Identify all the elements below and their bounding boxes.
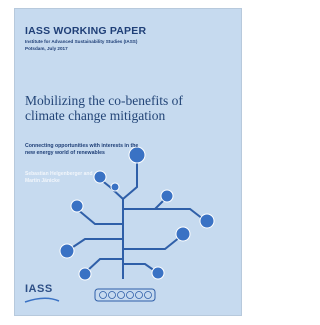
tree-illustration — [15, 9, 243, 317]
logo: IASS — [25, 283, 53, 295]
page: {"header": {"series": "IASS WORKING PAPE… — [0, 0, 256, 325]
institute: Institute for Advanced Sustainability St… — [25, 39, 137, 44]
authors: Sebastian Helgenberger and Martin Jänick… — [25, 171, 95, 184]
title: Mobilizing the co-benefits of climate ch… — [25, 93, 193, 123]
series-label: IASS WORKING PAPER — [25, 25, 146, 37]
subtitle: Connecting opportunities with interests … — [25, 143, 145, 156]
place-date: Potsdam, July 2017 — [25, 46, 68, 51]
cover: IASS WORKING PAPER Institute for Advance… — [14, 8, 242, 316]
